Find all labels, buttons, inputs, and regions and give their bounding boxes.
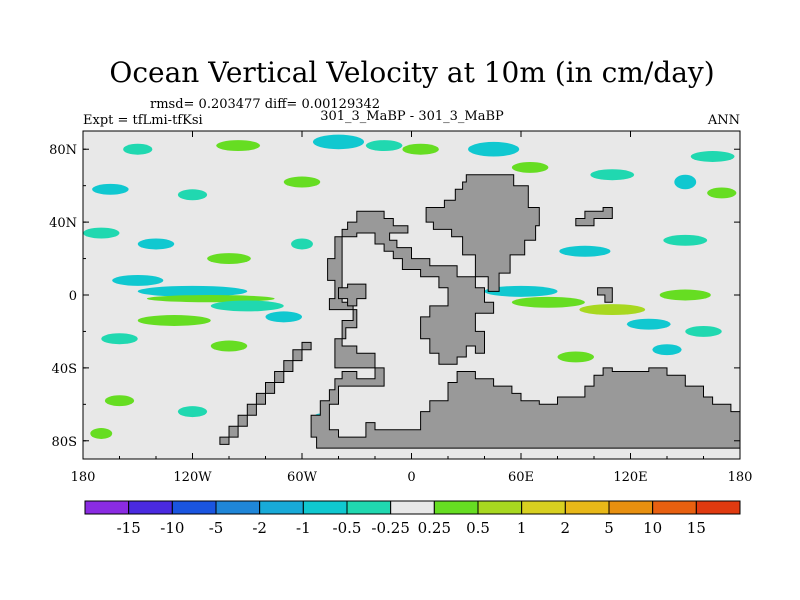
contour-patch <box>674 174 697 190</box>
x-tick-label: 180 <box>71 470 96 485</box>
x-tick-label: 120E <box>613 470 647 485</box>
y-tick-label: 80N <box>49 143 77 158</box>
x-tick-label: 60E <box>508 470 534 485</box>
contour-patch <box>312 134 365 150</box>
chart-title: Ocean Vertical Velocity at 10m (in cm/da… <box>109 56 714 89</box>
land-polygon <box>310 367 741 449</box>
colorbar-label: -5 <box>209 519 224 537</box>
colorbar-box <box>215 500 261 515</box>
land-polygon <box>575 207 613 227</box>
colorbar-box <box>346 500 392 515</box>
contour-patch <box>101 333 138 345</box>
colorbar-box <box>302 500 348 515</box>
contour-patch <box>557 351 594 363</box>
colorbar-label: 0.5 <box>466 519 490 537</box>
colorbar-label: -1 <box>296 519 311 537</box>
colorbar-label: 15 <box>687 519 706 537</box>
contour-patch <box>207 253 251 265</box>
colorbar-label: -0.25 <box>371 519 409 537</box>
contour-patch <box>216 140 261 152</box>
contour-features <box>83 134 737 445</box>
colorbar-label: 0.25 <box>418 519 451 537</box>
colorbar-box <box>564 500 610 515</box>
contour-patch <box>92 183 129 195</box>
contour-patch <box>402 143 439 155</box>
contour-patch <box>283 176 321 188</box>
case-label: 301_3_MaBP - 301_3_MaBP <box>320 109 504 124</box>
colorbar-box <box>477 500 523 515</box>
land-polygon <box>597 287 613 303</box>
colorbar-box <box>259 500 304 515</box>
contour-patch <box>137 315 211 326</box>
contour-patch <box>112 274 164 286</box>
x-tick-label: 120W <box>173 470 212 485</box>
colorbar-label: 5 <box>604 519 614 537</box>
contour-patch <box>590 169 635 181</box>
contour-patch <box>559 245 611 257</box>
colorbar-box <box>695 500 741 515</box>
y-tick-label: 40S <box>52 362 77 377</box>
season-label: ANN <box>707 113 740 128</box>
x-tick-label: 60W <box>287 470 318 485</box>
x-tick-label: 180 <box>728 470 753 485</box>
expt-label: Expt = tfLmi-tfKsi <box>83 113 203 128</box>
colorbar-label: -15 <box>117 519 141 537</box>
land-polygon <box>425 174 540 292</box>
contour-patch <box>90 428 113 439</box>
land-polygon <box>338 283 367 307</box>
colorbar-label: -0.5 <box>333 519 362 537</box>
contour-patch <box>511 296 585 308</box>
contour-patch <box>511 161 549 173</box>
contour-patch <box>137 238 175 250</box>
land-polygon <box>219 341 312 445</box>
colorbar-label: -10 <box>160 519 184 537</box>
contour-patch <box>146 295 275 303</box>
land-mask <box>219 174 741 449</box>
contour-patch <box>137 285 248 297</box>
colorbar-box <box>390 500 435 515</box>
contour-patch <box>291 238 313 250</box>
contour-patch <box>685 325 722 337</box>
colorbar-label: 10 <box>643 519 662 537</box>
colorbar-box <box>128 500 173 515</box>
contour-patch <box>690 151 735 162</box>
contour-patch <box>484 285 558 297</box>
y-axis: 80N 40N 0 40S 80S <box>49 143 740 450</box>
colorbar-box <box>521 500 566 515</box>
y-tick-label: 0 <box>69 289 77 304</box>
contour-patch <box>83 227 120 239</box>
colorbar-label: 2 <box>561 519 571 537</box>
contour-patch <box>104 395 135 407</box>
contour-patch <box>210 300 284 312</box>
colorbar-box <box>652 500 697 515</box>
contour-patch <box>177 189 208 201</box>
colorbar-box <box>608 500 654 515</box>
contour-patch <box>626 318 671 330</box>
land-polygon <box>327 210 495 369</box>
x-tick-label: 0 <box>407 470 415 485</box>
contour-patch <box>663 234 708 246</box>
colorbar-box <box>84 500 130 515</box>
contour-patch <box>707 187 737 199</box>
colorbar: -15 -10 -5 -2 -1 -0.5 -0.25 0.25 0.5 1 2 5 10 15 <box>84 500 741 537</box>
y-tick-label: 40N <box>49 216 77 231</box>
x-axis: 180 120W 60W 0 60E 120E 180 <box>71 131 753 485</box>
contour-patch <box>123 143 153 155</box>
colorbar-label: 1 <box>517 519 527 537</box>
colorbar-box <box>433 500 479 515</box>
contour-patch <box>210 340 248 352</box>
y-tick-label: 80S <box>52 435 77 450</box>
contour-patch <box>468 141 520 157</box>
contour-patch <box>265 311 302 323</box>
contour-patch <box>365 140 403 152</box>
stats-text: rmsd= 0.203477 diff= 0.00129342 <box>150 97 380 112</box>
colorbar-label: -2 <box>252 519 267 537</box>
contour-patch <box>652 344 682 356</box>
contour-patch <box>177 406 208 418</box>
colorbar-box <box>171 500 217 515</box>
contour-patch <box>659 289 711 301</box>
contour-patch <box>579 304 646 316</box>
